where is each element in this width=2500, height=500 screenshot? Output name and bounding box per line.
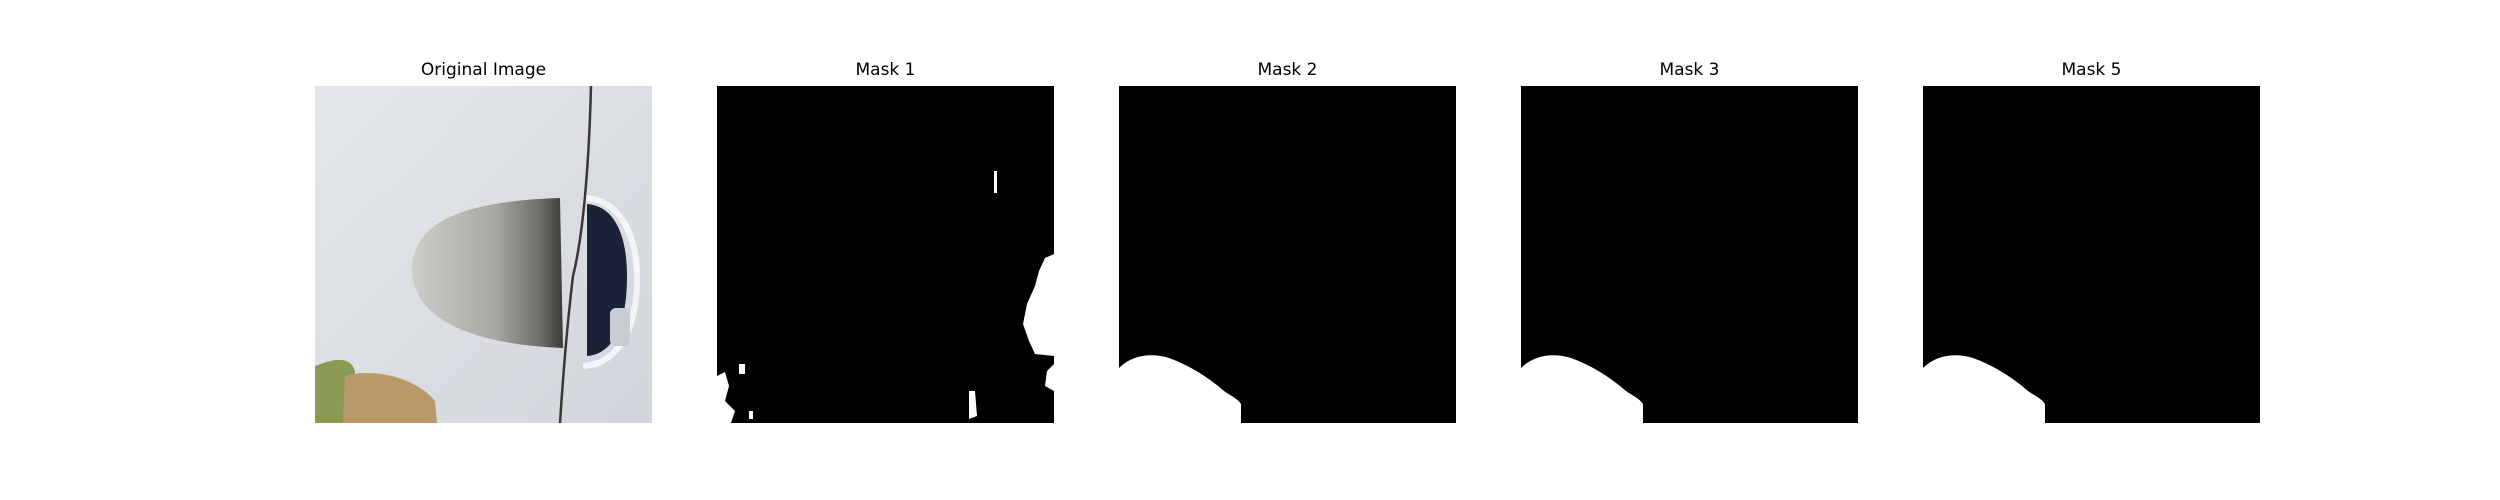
mask-background <box>717 86 1054 423</box>
panel-original-image: Original Image <box>315 57 652 423</box>
mask-foreground <box>1923 355 2045 423</box>
panel-title: Mask 3 <box>1659 60 1720 80</box>
original-image <box>315 86 652 423</box>
edge-line <box>558 86 593 423</box>
panel-title: Mask 5 <box>2061 60 2122 80</box>
mask-3-image <box>1521 86 1858 423</box>
mask-foreground <box>1119 355 1241 423</box>
panel-mask-5: Mask 5 <box>1923 57 2260 423</box>
panel-mask-3: Mask 3 <box>1521 57 1858 423</box>
mask-2-image <box>1119 86 1456 423</box>
light-fixture <box>411 198 563 348</box>
panel-mask-2: Mask 2 <box>1119 57 1456 423</box>
mask-foreground <box>717 171 1054 423</box>
mask-1-image <box>717 86 1054 423</box>
mask-5-image <box>1923 86 2260 423</box>
doorway-ring <box>582 195 641 369</box>
doorway-panel <box>610 308 630 346</box>
panel-title: Original Image <box>420 60 547 80</box>
panel-title: Mask 1 <box>855 60 916 80</box>
panel-title: Mask 2 <box>1257 60 1318 80</box>
cushion-tan <box>343 373 437 423</box>
mask-foreground <box>1521 355 1643 423</box>
panel-mask-1: Mask 1 <box>717 57 1054 423</box>
